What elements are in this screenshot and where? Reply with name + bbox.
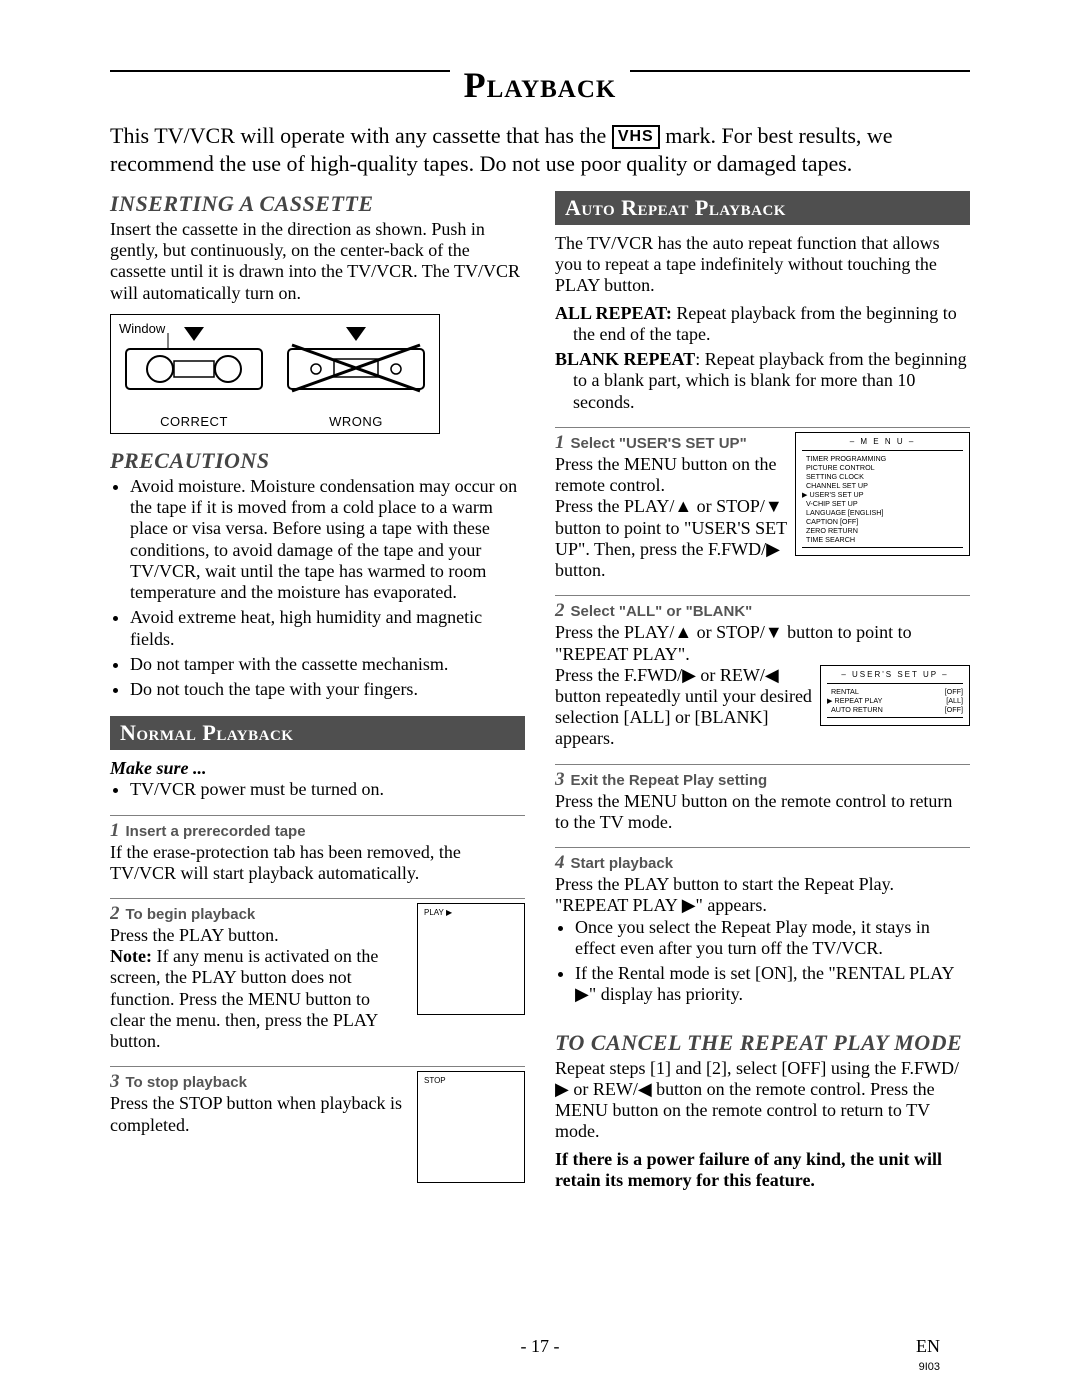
footer-en: EN <box>916 1336 940 1357</box>
footer-code: 9I03 <box>919 1361 940 1373</box>
auto-intro: The TV/VCR has the auto repeat function … <box>555 233 970 297</box>
all-repeat-def: ALL REPEAT: Repeat playback from the beg… <box>555 303 970 345</box>
step1-heading: 1Insert a prerecorded tape <box>110 820 525 842</box>
cassette-diagram: Window CORRECT <box>110 314 440 434</box>
stop-screen: STOP <box>417 1071 525 1183</box>
cancel-body: Repeat steps [1] and [2], select [OFF] u… <box>555 1058 970 1143</box>
precautions-list: Avoid moisture. Moisture condensation ma… <box>110 476 525 700</box>
wrong-label: WRONG <box>329 414 383 429</box>
vhs-mark: VHS <box>612 125 660 149</box>
user-setup-screen: – USER'S SET UP – RENTAL[OFF]▶ REPEAT PL… <box>820 665 970 726</box>
correct-label: CORRECT <box>160 414 228 429</box>
rstep3-body: Press the MENU button on the remote cont… <box>555 791 970 833</box>
normal-playback-banner: Normal Playback <box>110 716 525 750</box>
blank-repeat-def: BLANK REPEAT: Repeat playback from the b… <box>555 349 970 413</box>
makesure-label: Make sure ... <box>110 758 525 779</box>
menu-screen: – M E N U – TIMER PROGRAMMING PICTURE CO… <box>795 432 970 556</box>
inserting-body: Insert the cassette in the direction as … <box>110 219 525 304</box>
cancel-bold: If there is a power failure of any kind,… <box>555 1149 970 1191</box>
window-label: Window <box>119 321 165 336</box>
auto-repeat-banner: Auto Repeat Playback <box>555 191 970 225</box>
precautions-heading: PRECAUTIONS <box>110 448 525 474</box>
rstep4-body: Press the PLAY button to start the Repea… <box>555 874 970 916</box>
rstep3-heading: 3Exit the Repeat Play setting <box>555 769 970 791</box>
rstep2-heading: 2Select "ALL" or "BLANK" <box>555 600 970 622</box>
rstep4-heading: 4Start playback <box>555 852 970 874</box>
step1-body: If the erase-protection tab has been rem… <box>110 842 525 884</box>
rstep2-body-a: Press the PLAY/▲ or STOP/▼ button to poi… <box>555 622 970 664</box>
makesure-list: TV/VCR power must be turned on. <box>110 779 525 800</box>
rstep4-bullets: Once you select the Repeat Play mode, it… <box>555 917 970 1006</box>
inserting-heading: INSERTING A CASSETTE <box>110 191 525 217</box>
play-screen: PLAY ▶ <box>417 903 525 1015</box>
page-title: Playback <box>450 64 631 106</box>
intro-text: This TV/VCR will operate with any casset… <box>110 122 970 177</box>
cancel-heading: TO CANCEL THE REPEAT PLAY MODE <box>555 1030 970 1056</box>
cassette-wrong-icon <box>286 323 426 393</box>
